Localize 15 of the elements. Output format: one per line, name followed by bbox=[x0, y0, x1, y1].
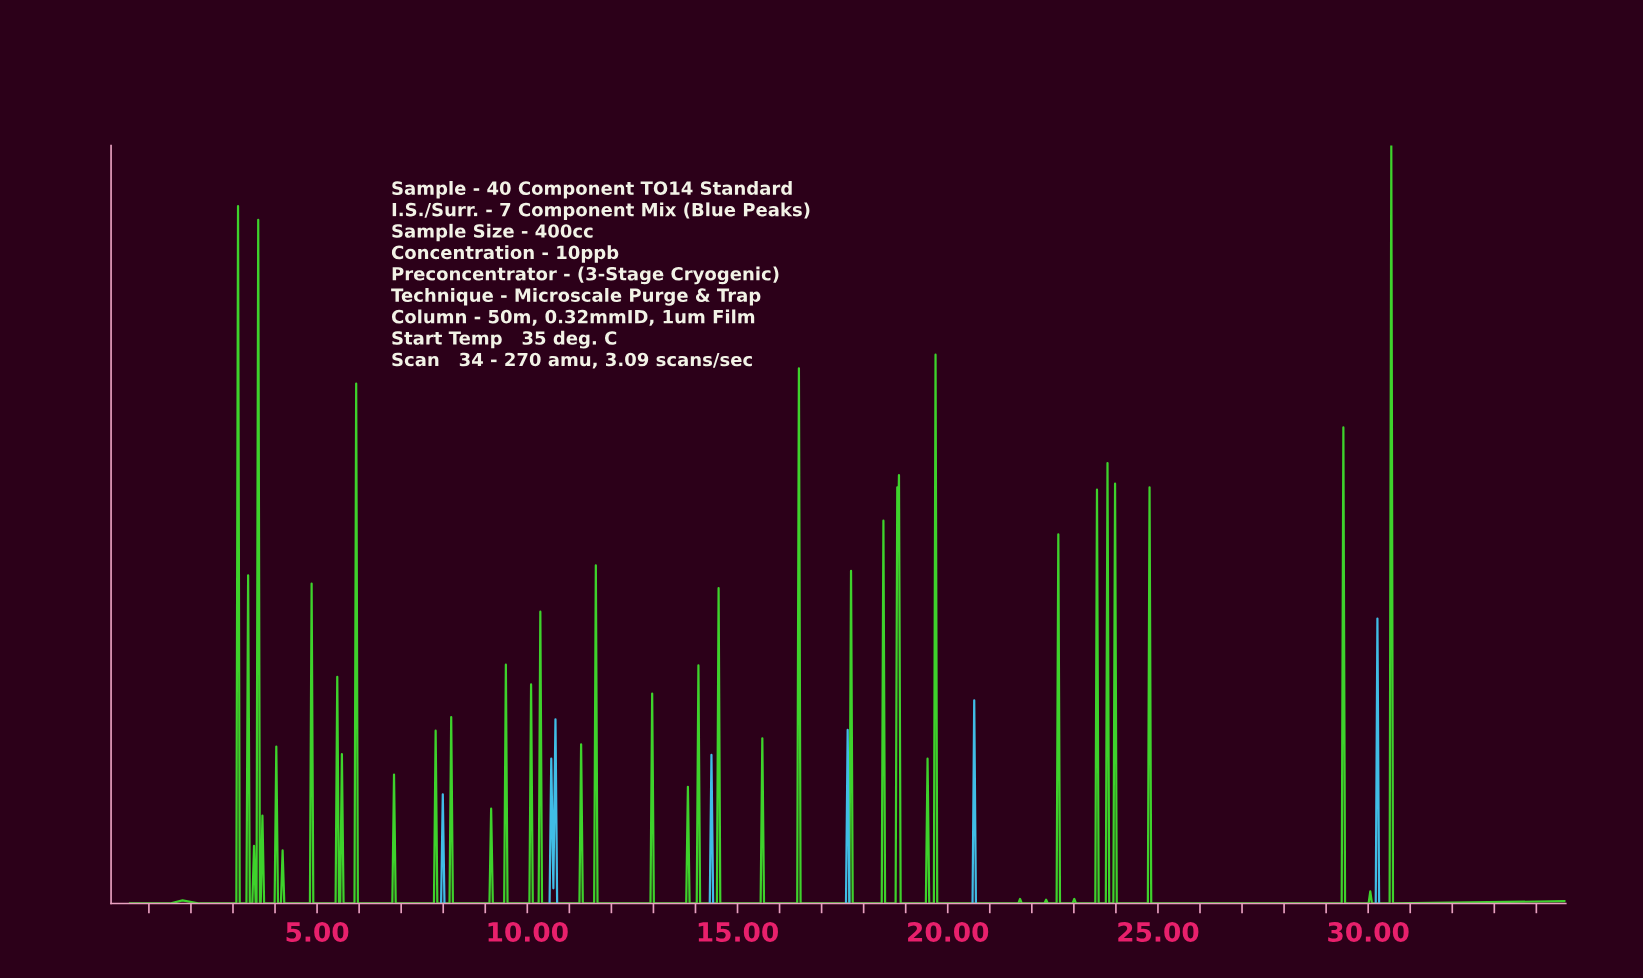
annotation: I.S./Surr. - 7 Component Mix (Blue Peaks) bbox=[392, 202, 810, 220]
annotation: Scan 34 - 270 amu, 3.09 scans/sec bbox=[392, 352, 752, 369]
annotation: Column - 50m, 0.32mmID, 1um Film bbox=[391, 309, 755, 326]
x-tick-label: 20.00 bbox=[908, 922, 989, 942]
x-tick-label: 30.00 bbox=[1328, 922, 1409, 942]
annotation: Sample Size - 400cc bbox=[392, 223, 593, 242]
annotation: Technique - Microscale Purge & Trap bbox=[391, 288, 761, 306]
annotation: Start Temp 35 deg. C bbox=[392, 330, 617, 349]
x-tick-label: 5.00 bbox=[286, 922, 349, 942]
annotation: Concentration - 10ppb bbox=[391, 245, 619, 263]
annotation: Preconcentrator - (3-Stage Cryogenic) bbox=[392, 266, 779, 285]
x-tick-label: 25.00 bbox=[1118, 922, 1199, 942]
annotation: Sample - 40 Component TO14 Standard bbox=[392, 180, 792, 199]
x-tick-label: 15.00 bbox=[698, 922, 778, 942]
x-tick-label: 10.00 bbox=[488, 922, 568, 942]
